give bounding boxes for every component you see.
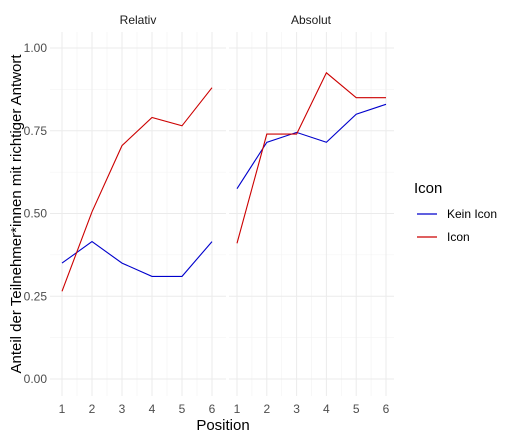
x-tick-label: 5 — [353, 402, 360, 416]
y-axis-title: Anteil der Teilnehmer*innen mit richtige… — [8, 54, 25, 374]
y-tick-label: 0.75 — [24, 124, 48, 138]
series-line-icon-relativ — [61, 87, 213, 292]
x-tick-label: 4 — [149, 402, 156, 416]
facet-label-relativ: Relativ — [120, 13, 157, 27]
legend: Icon Kein Icon Icon — [414, 180, 497, 244]
x-tick-label: 1 — [59, 402, 66, 416]
panel-relativ: Relativ — [50, 13, 226, 396]
x-tick-label: 1 — [234, 402, 241, 416]
y-axis-ticks: 0.00 0.25 0.50 0.75 1.00 — [24, 41, 48, 386]
legend-title: Icon — [414, 180, 442, 197]
x-tick-label: 5 — [179, 402, 186, 416]
y-tick-label: 1.00 — [24, 41, 48, 55]
y-tick-label: 0.00 — [24, 372, 48, 386]
x-tick-label: 3 — [293, 402, 300, 416]
legend-label-kein-icon: Kein Icon — [447, 207, 497, 221]
x-tick-label: 6 — [209, 402, 216, 416]
series-line-icon-absolut — [236, 71, 386, 244]
x-axis-title: Position — [196, 417, 249, 434]
series-line-kein-icon-absolut — [236, 103, 387, 189]
legend-label-icon: Icon — [447, 230, 470, 244]
x-tick-label: 2 — [263, 402, 270, 416]
x-tick-label: 6 — [383, 402, 390, 416]
y-tick-label: 0.50 — [24, 207, 48, 221]
panel-absolut: Absolut — [229, 13, 394, 396]
x-tick-label: 4 — [323, 402, 330, 416]
x-tick-label: 2 — [89, 402, 96, 416]
facet-label-absolut: Absolut — [291, 13, 332, 27]
chart-panels: Relativ Absolut — [50, 13, 394, 396]
x-axis-ticks: 1 2 3 4 5 6 1 2 3 4 5 6 — [59, 402, 390, 416]
series-line-kein-icon-relativ — [61, 240, 213, 277]
x-tick-label: 3 — [119, 402, 126, 416]
y-tick-label: 0.25 — [24, 289, 48, 303]
